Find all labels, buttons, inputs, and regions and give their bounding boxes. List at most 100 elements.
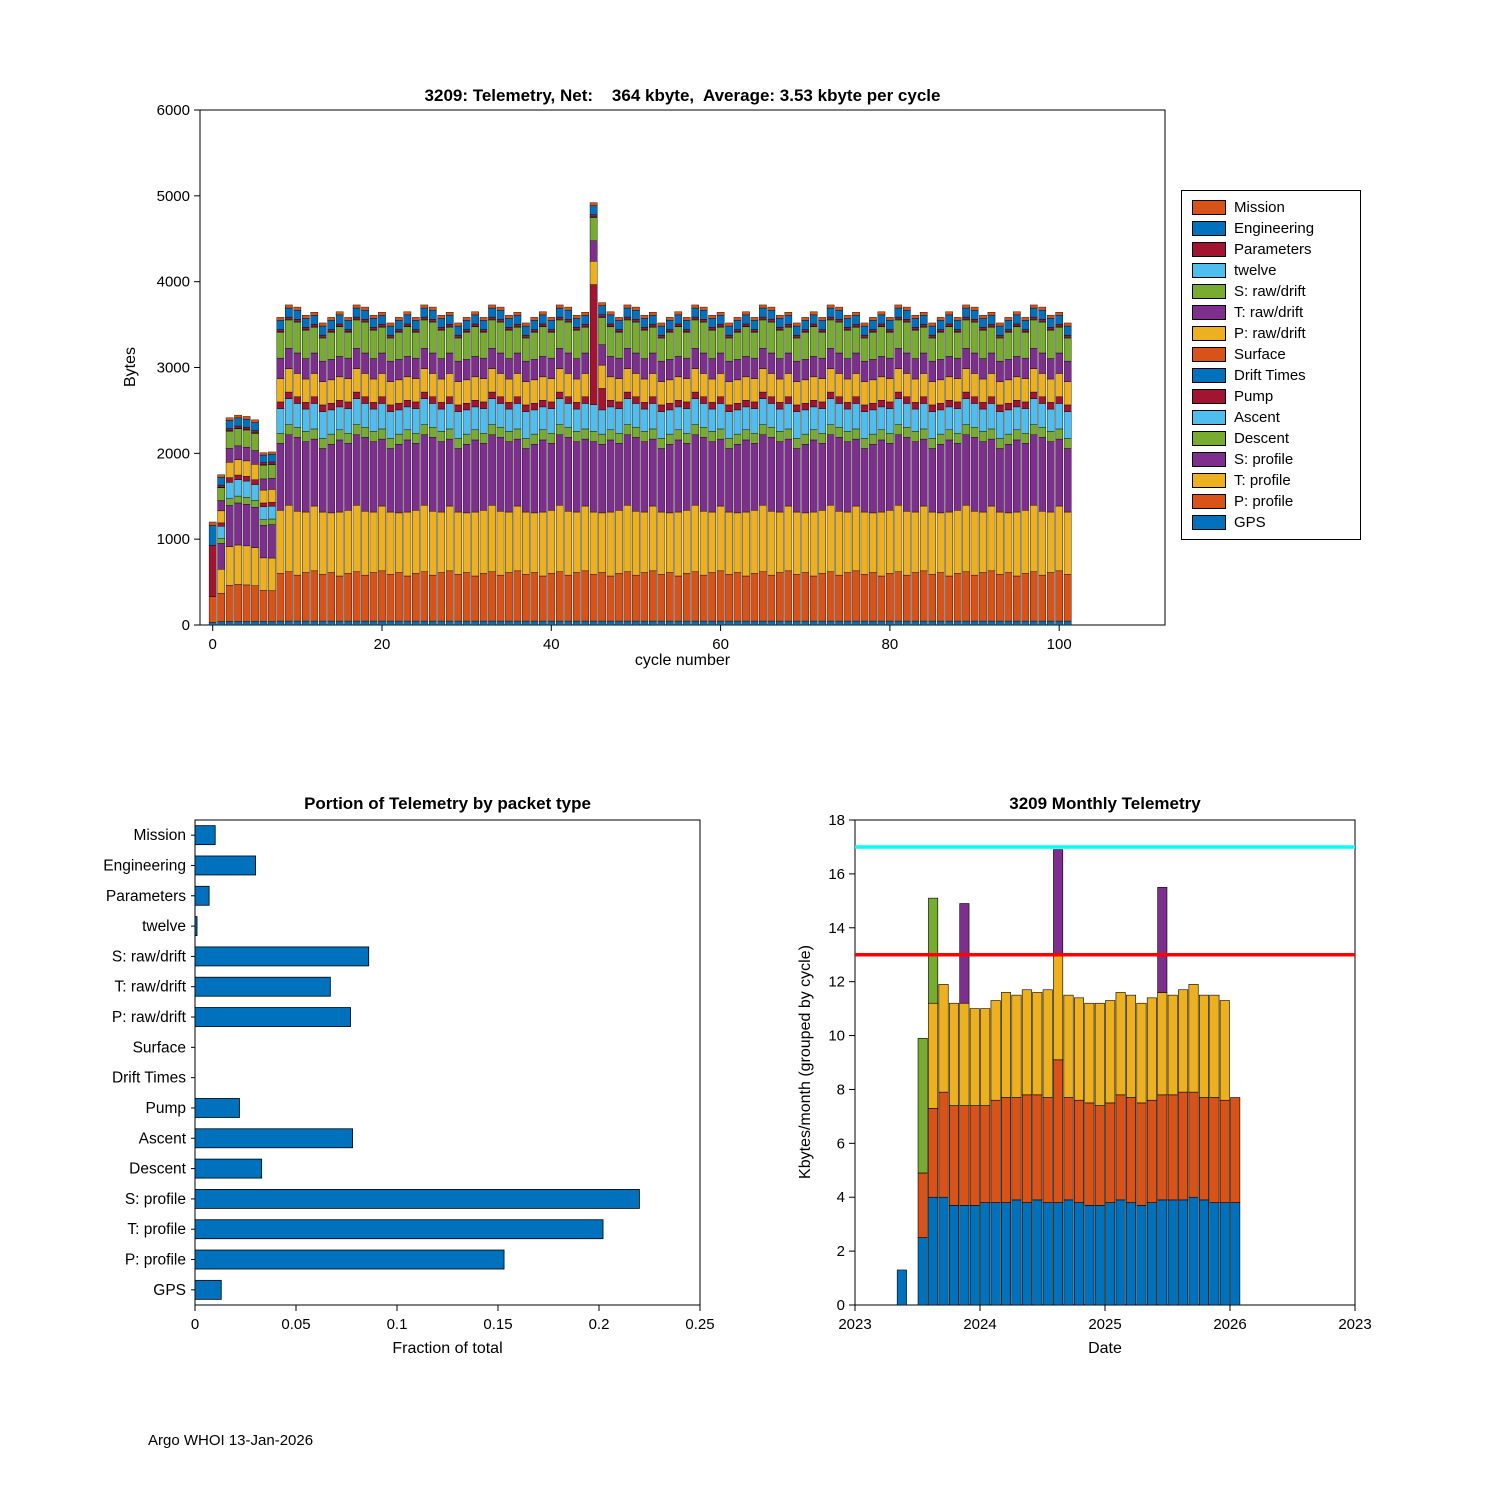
- svg-text:0.05: 0.05: [281, 1316, 310, 1333]
- legend-item: Pump: [1192, 388, 1350, 405]
- legend-item: Ascent: [1192, 409, 1350, 426]
- svg-text:Parameters: Parameters: [106, 888, 186, 905]
- legend-item: Parameters: [1192, 241, 1350, 258]
- legend-item: Descent: [1192, 430, 1350, 447]
- legend-item: twelve: [1192, 262, 1350, 279]
- svg-text:S: profile: S: profile: [125, 1191, 186, 1208]
- portion-chart-xlabel: Fraction of total: [392, 1340, 503, 1357]
- monthly-chart-ylabel: Kbytes/month (grouped by cycle): [797, 945, 814, 1179]
- svg-text:18: 18: [828, 812, 845, 829]
- svg-text:0.1: 0.1: [387, 1316, 408, 1333]
- svg-text:8: 8: [837, 1081, 845, 1098]
- legend-item: S: profile: [1192, 451, 1350, 468]
- svg-text:Surface: Surface: [133, 1039, 186, 1056]
- svg-text:Drift Times: Drift Times: [112, 1070, 186, 1087]
- svg-text:2025: 2025: [1088, 1316, 1121, 1333]
- svg-text:0.15: 0.15: [483, 1316, 512, 1333]
- svg-text:2024: 2024: [963, 1316, 996, 1333]
- legend-label: Pump: [1234, 388, 1274, 405]
- legend-swatch-icon: [1192, 263, 1226, 278]
- legend-label: Drift Times: [1234, 367, 1306, 384]
- legend-label: Ascent: [1234, 409, 1280, 426]
- svg-text:twelve: twelve: [142, 918, 186, 935]
- svg-text:60: 60: [712, 636, 729, 653]
- legend-label: S: profile: [1234, 451, 1294, 468]
- legend-swatch-icon: [1192, 221, 1226, 236]
- legend-swatch-icon: [1192, 200, 1226, 215]
- legend-label: GPS: [1234, 514, 1266, 531]
- svg-text:4: 4: [837, 1189, 845, 1206]
- legend-item: GPS: [1192, 514, 1350, 531]
- legend-swatch-icon: [1192, 368, 1226, 383]
- svg-text:40: 40: [543, 636, 560, 653]
- svg-text:Engineering: Engineering: [103, 857, 186, 874]
- legend-label: Descent: [1234, 430, 1290, 447]
- legend-item: P: raw/drift: [1192, 325, 1350, 342]
- svg-text:6000: 6000: [157, 102, 190, 119]
- svg-text:GPS: GPS: [153, 1282, 186, 1299]
- svg-text:100: 100: [1047, 636, 1072, 653]
- svg-text:0: 0: [209, 636, 217, 653]
- legend-swatch-icon: [1192, 326, 1226, 341]
- svg-text:5000: 5000: [157, 188, 190, 205]
- svg-text:0: 0: [191, 1316, 199, 1333]
- legend-swatch-icon: [1192, 284, 1226, 299]
- legend-label: Engineering: [1234, 220, 1315, 237]
- legend-label: twelve: [1234, 262, 1277, 279]
- svg-text:6: 6: [837, 1135, 845, 1152]
- svg-text:0: 0: [182, 617, 190, 634]
- svg-text:0: 0: [837, 1297, 845, 1314]
- legend-label: T: raw/drift: [1234, 304, 1304, 321]
- legend-item: S: raw/drift: [1192, 283, 1350, 300]
- legend-label: Surface: [1234, 346, 1286, 363]
- legend-swatch-icon: [1192, 389, 1226, 404]
- top-chart-title: 3209: Telemetry, Net: 364 kbyte, Average…: [424, 86, 941, 105]
- legend-label: P: profile: [1234, 493, 1294, 510]
- legend-item: P: profile: [1192, 493, 1350, 510]
- legend-swatch-icon: [1192, 473, 1226, 488]
- svg-text:2026: 2026: [1213, 1316, 1246, 1333]
- legend-item: Mission: [1192, 199, 1350, 216]
- legend-swatch-icon: [1192, 410, 1226, 425]
- svg-text:S: raw/drift: S: raw/drift: [112, 948, 187, 965]
- svg-text:12: 12: [828, 974, 845, 991]
- svg-text:3000: 3000: [157, 360, 190, 377]
- svg-text:Pump: Pump: [146, 1100, 187, 1117]
- svg-text:10: 10: [828, 1028, 845, 1045]
- legend-label: Mission: [1234, 199, 1285, 216]
- top-chart-xlabel: cycle number: [634, 652, 731, 669]
- svg-text:0.25: 0.25: [685, 1316, 714, 1333]
- legend-item: Engineering: [1192, 220, 1350, 237]
- svg-text:14: 14: [828, 920, 845, 937]
- legend-swatch-icon: [1192, 452, 1226, 467]
- legend-item: T: raw/drift: [1192, 304, 1350, 321]
- svg-text:P: raw/drift: P: raw/drift: [112, 1009, 187, 1026]
- svg-text:T: raw/drift: T: raw/drift: [115, 979, 187, 996]
- top-chart-ylabel: Bytes: [122, 346, 139, 388]
- svg-text:1000: 1000: [157, 531, 190, 548]
- svg-text:0.2: 0.2: [589, 1316, 610, 1333]
- svg-text:2023: 2023: [838, 1316, 871, 1333]
- svg-text:T: profile: T: profile: [127, 1221, 186, 1238]
- legend-item: T: profile: [1192, 472, 1350, 489]
- svg-text:80: 80: [882, 636, 899, 653]
- legend-item: Surface: [1192, 346, 1350, 363]
- legend-swatch-icon: [1192, 515, 1226, 530]
- legend-label: P: raw/drift: [1234, 325, 1306, 342]
- svg-text:2: 2: [837, 1243, 845, 1260]
- svg-text:Ascent: Ascent: [139, 1130, 187, 1147]
- svg-text:2000: 2000: [157, 445, 190, 462]
- svg-text:P: profile: P: profile: [125, 1252, 186, 1269]
- monthly-chart-xlabel: Date: [1088, 1340, 1122, 1357]
- svg-text:Mission: Mission: [133, 827, 186, 844]
- svg-text:Descent: Descent: [129, 1161, 187, 1178]
- legend-label: S: raw/drift: [1234, 283, 1306, 300]
- footer-text: Argo WHOI 13-Jan-2026: [148, 1432, 314, 1449]
- legend-swatch-icon: [1192, 305, 1226, 320]
- legend-swatch-icon: [1192, 431, 1226, 446]
- monthly-chart-title: 3209 Monthly Telemetry: [1009, 794, 1201, 813]
- legend-label: Parameters: [1234, 241, 1312, 258]
- legend-swatch-icon: [1192, 347, 1226, 362]
